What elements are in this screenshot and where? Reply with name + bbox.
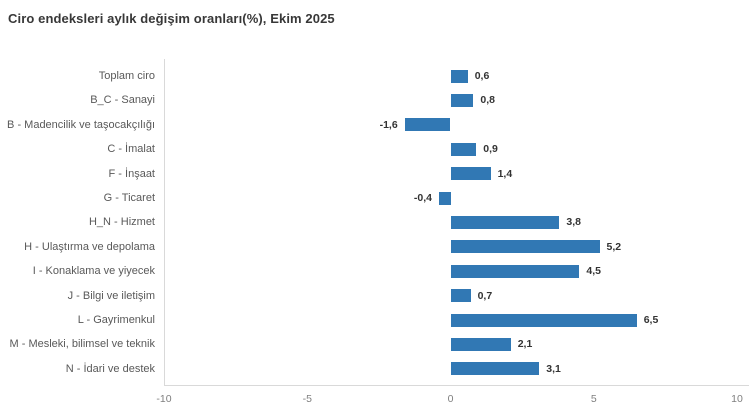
value-label: 4,5 xyxy=(586,265,601,278)
value-label: 3,8 xyxy=(566,216,581,229)
value-label: 0,7 xyxy=(477,289,493,302)
value-label: 2,1 xyxy=(517,338,533,351)
x-axis-line xyxy=(164,385,749,386)
bar xyxy=(450,93,474,107)
category-label: L - Gayrimenkul xyxy=(77,314,155,326)
category-label: M - Mesleki, bilimsel ve teknik xyxy=(9,338,155,351)
category-label: N - İdari ve destek xyxy=(65,362,155,375)
value-label: -0,4 xyxy=(413,192,432,204)
bar xyxy=(450,167,491,181)
value-label: 5,2 xyxy=(606,240,622,253)
category-label: G - Ticaret xyxy=(103,192,155,204)
bar xyxy=(450,313,637,327)
category-label: J - Bilgi ve iletişim xyxy=(67,289,155,302)
category-label: Toplam ciro xyxy=(98,70,155,82)
value-label: 0,6 xyxy=(474,70,490,82)
chart-title: Ciro endeksleri aylık değişim oranları(%… xyxy=(8,11,335,26)
x-axis-tick-label: -5 xyxy=(302,393,312,405)
category-label: H - Ulaştırma ve depolama xyxy=(24,240,155,253)
bar xyxy=(450,240,600,254)
bar xyxy=(450,215,560,229)
x-axis-tick-label: 5 xyxy=(590,393,597,405)
bar xyxy=(450,264,580,278)
value-label: 3,1 xyxy=(546,362,561,375)
value-label: 0,9 xyxy=(483,143,498,156)
plot-left-border-line xyxy=(164,59,165,386)
value-label: 6,5 xyxy=(643,314,659,326)
bar xyxy=(450,337,511,351)
bar xyxy=(450,362,540,376)
x-axis-tick-label: 10 xyxy=(731,393,743,405)
category-label: C - İmalat xyxy=(107,143,155,156)
x-axis-tick-label: 0 xyxy=(447,393,454,405)
category-label: I - Konaklama ve yiyecek xyxy=(32,265,155,278)
bar xyxy=(450,69,468,83)
bar xyxy=(450,142,477,156)
bar xyxy=(404,118,451,132)
value-label: 1,4 xyxy=(497,167,513,180)
bar xyxy=(450,289,471,303)
category-label: B_C - Sanayi xyxy=(90,94,155,107)
category-label: B - Madencilik ve taşocakçılığı xyxy=(7,118,155,131)
category-label: H_N - Hizmet xyxy=(88,216,155,229)
x-axis-tick-label: -10 xyxy=(156,393,172,405)
value-label: -1,6 xyxy=(379,118,398,131)
bar xyxy=(439,191,451,205)
value-label: 0,8 xyxy=(480,94,495,107)
category-label: F - İnşaat xyxy=(108,167,155,180)
